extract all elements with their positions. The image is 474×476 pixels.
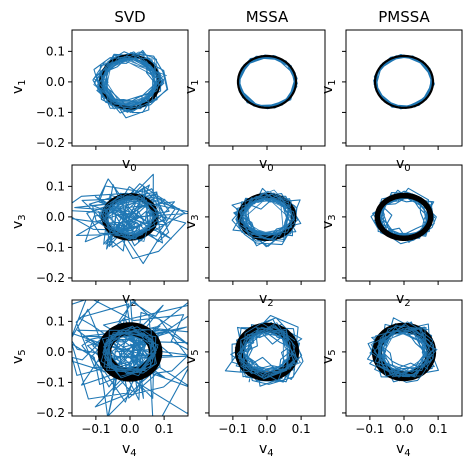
y-tick-label: −0.1 (36, 240, 65, 254)
y-tick-label: −0.1 (36, 105, 65, 119)
noisy-trajectory-overlay (236, 322, 302, 382)
x-tick-label: 0.1 (292, 422, 311, 436)
y-tick-label: 0.1 (46, 179, 65, 193)
panel-svd-v1: −0.2 −0.1 0.0 0.1 v0 v1 SVD (10, 8, 189, 174)
plot-area (236, 54, 298, 110)
noisy-trajectory-overlay (236, 189, 296, 243)
x-tick-label: 0.1 (155, 422, 174, 436)
x-tick-label: 0.0 (257, 422, 276, 436)
x-axis-label: v4 (122, 441, 137, 459)
y-axis-label: v3 (183, 214, 201, 229)
panel-mssa-v5: −0.1 0.0 0.1 v4 v5 (183, 299, 326, 459)
noisy-trajectory (72, 300, 188, 416)
column-title: MSSA (246, 8, 289, 26)
x-axis-label: v4 (396, 441, 411, 459)
x-tick-label: −0.1 (355, 422, 384, 436)
panel-pmssa-v5: −0.1 0.0 0.1 v4 v5 (320, 299, 463, 459)
plot-area (92, 49, 169, 119)
x-tick-label: −0.1 (218, 422, 247, 436)
y-tick-label: −0.2 (36, 271, 65, 285)
y-tick-label: 0.0 (46, 210, 65, 224)
x-tick-label: 0.0 (394, 422, 413, 436)
clean-trajectory (373, 54, 435, 109)
panel-svd-v3: −0.2 −0.1 0.0 0.1 v2 v3 (10, 164, 189, 309)
noisy-trajectory-overlay (100, 325, 159, 379)
y-tick-label: 0.1 (46, 314, 65, 328)
plot-area (373, 53, 435, 110)
panel-pmssa-v1: v0 v1 PMSSA (320, 8, 463, 174)
column-title: SVD (114, 8, 145, 26)
x-tick-label: −0.1 (81, 422, 110, 436)
plot-area (224, 314, 304, 387)
y-axis-label: v1 (320, 79, 338, 94)
y-tick-label: −0.2 (36, 136, 65, 150)
x-tick-label: 0.0 (120, 422, 139, 436)
y-axis-label: v1 (183, 79, 201, 94)
x-axis-label: v0 (396, 156, 411, 174)
clean-trajectory (374, 192, 434, 242)
y-axis-label: v5 (183, 349, 201, 364)
panel-svd-v5: −0.1 0.0 0.1 −0.2 −0.1 0.0 0.1 v4 v5 (10, 299, 189, 459)
panel-mssa-v1: v0 v1 MSSA (183, 8, 326, 174)
clean-trajectory (236, 54, 298, 109)
plot-area (72, 300, 188, 416)
y-tick-label: 0.0 (46, 75, 65, 89)
panel-mssa-v3: v2 v3 (183, 164, 326, 309)
y-axis-label: v3 (320, 214, 338, 229)
noisy-trajectory-overlay (93, 51, 167, 114)
y-axis-label: v1 (10, 79, 28, 94)
y-axis-label: v3 (10, 214, 28, 229)
y-tick-label: −0.1 (36, 375, 65, 389)
x-axis-label: v2 (396, 291, 411, 309)
y-axis-label: v5 (320, 349, 338, 364)
column-title: PMSSA (378, 8, 430, 26)
y-tick-label: 0.1 (46, 44, 65, 58)
y-tick-label: 0.0 (46, 345, 65, 359)
x-tick-label: 0.1 (429, 422, 448, 436)
plot-area (231, 187, 302, 248)
x-axis-label: v2 (122, 291, 137, 309)
panel-pmssa-v3: v2 v3 (320, 164, 463, 309)
x-axis-label: v0 (122, 156, 137, 174)
noisy-trajectory-overlay (98, 192, 160, 242)
plot-area (370, 187, 437, 245)
plot-area (72, 173, 188, 265)
noisy-trajectory-overlay (370, 321, 438, 378)
y-tick-label: −0.2 (36, 406, 65, 420)
y-axis-label: v5 (10, 349, 28, 364)
x-axis-label: v4 (259, 441, 274, 459)
x-axis-label: v0 (259, 156, 274, 174)
x-axis-label: v2 (259, 291, 274, 309)
plot-area (366, 317, 439, 383)
